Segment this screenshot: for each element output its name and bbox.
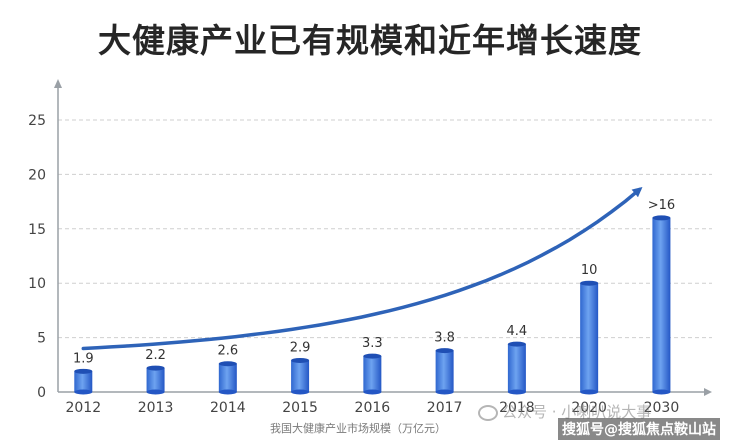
- data-label: 2.6: [217, 344, 238, 359]
- data-label: 1.9: [73, 351, 94, 366]
- bar-base: [580, 389, 599, 395]
- bar-base: [652, 389, 671, 395]
- bar: [74, 368, 93, 395]
- x-tick-label: 2013: [138, 400, 174, 416]
- gridlines: [58, 119, 712, 339]
- x-axis-arrow: [704, 388, 712, 396]
- chart-title: 大健康产业已有规模和近年增长速度: [98, 21, 642, 60]
- bar-cap: [363, 353, 382, 359]
- bar: [291, 357, 310, 395]
- watermark-secondary: 搜狐号@搜狐焦点鞍山站: [558, 418, 720, 440]
- bar-cap: [435, 348, 454, 354]
- bar-body: [363, 356, 382, 392]
- bar-cap: [580, 280, 599, 286]
- bar: [507, 341, 526, 395]
- chart-caption: 我国大健康产业市场规模（万亿元）: [270, 422, 446, 435]
- bars: [74, 215, 671, 395]
- y-tick-label: 15: [28, 222, 46, 238]
- bar: [363, 353, 382, 395]
- data-label: 2.2: [145, 348, 166, 363]
- bar: [146, 365, 165, 395]
- bar-cap: [218, 361, 237, 367]
- x-tick-label: 2017: [427, 400, 463, 416]
- bar-body: [652, 217, 671, 392]
- data-label: 3.3: [362, 336, 383, 351]
- bar-base: [218, 389, 237, 395]
- bar-body: [74, 371, 93, 392]
- bar-body: [291, 360, 310, 392]
- bar: [580, 280, 599, 395]
- y-tick-label: 5: [37, 331, 46, 347]
- bar-base: [291, 389, 310, 395]
- bar-cap: [74, 368, 93, 374]
- bar-base: [435, 389, 454, 395]
- y-tick-label: 25: [28, 113, 46, 129]
- data-label: 10: [581, 263, 598, 278]
- data-labels: 1.9 2.2 2.6 2.9 3.3 3.8 4.4 10 >16: [73, 198, 675, 366]
- bar-body: [435, 350, 454, 392]
- x-tick-label: 2014: [210, 400, 246, 416]
- y-tick-label: 0: [37, 385, 46, 401]
- bar-cap: [291, 357, 310, 363]
- data-label: 3.8: [434, 331, 455, 346]
- bar-body: [146, 368, 165, 392]
- bar-cap: [507, 341, 526, 347]
- trend-arrow: [81, 187, 643, 351]
- bar: [435, 348, 454, 395]
- y-tick-label: 10: [28, 276, 46, 292]
- bar-base: [507, 389, 526, 395]
- data-label: 2.9: [290, 340, 311, 355]
- bar-body: [218, 363, 237, 392]
- trend-curve: [81, 187, 643, 351]
- bar: [652, 215, 671, 395]
- x-tick-label: 2030: [644, 400, 680, 416]
- bar-base: [146, 389, 165, 395]
- data-label: 4.4: [507, 324, 528, 339]
- bar-cap: [146, 365, 165, 371]
- x-tick-label: 2020: [571, 400, 607, 416]
- bar-base: [74, 389, 93, 395]
- bar-base: [363, 389, 382, 395]
- bar: [218, 361, 237, 395]
- wechat-icon: [478, 404, 498, 421]
- watermark-primary: 公众号 · 小喇叭说大事: [478, 401, 651, 422]
- axes: 0 5 10 15 20 25 2012 2013 2014 2015 2016 2017 2018 20…: [28, 79, 712, 416]
- y-tick-label: 20: [28, 167, 46, 183]
- x-tick-label: 2018: [499, 400, 535, 416]
- data-label: >16: [648, 198, 675, 213]
- bar-body: [580, 283, 599, 392]
- bar-body: [507, 344, 526, 392]
- x-tick-label: 2012: [65, 400, 101, 416]
- watermark-primary-text: 公众号 · 小喇叭说大事: [502, 403, 652, 421]
- x-tick-label: 2016: [355, 400, 391, 416]
- y-axis-arrow: [54, 79, 62, 88]
- x-tick-label: 2015: [282, 400, 318, 416]
- bar-cap: [652, 215, 671, 221]
